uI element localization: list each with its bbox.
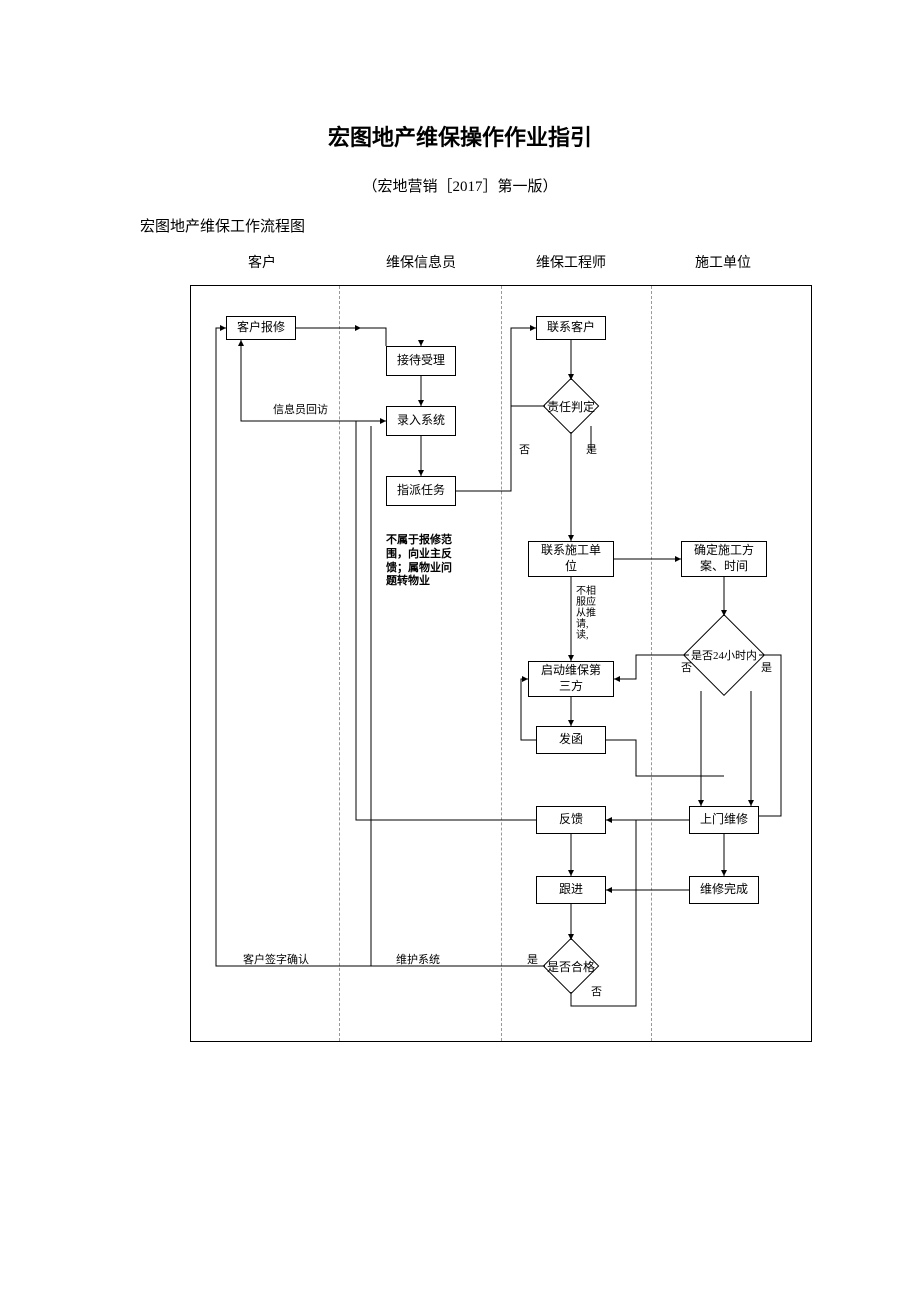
- edge-label-refuse: 不相 服应 从推 请, 读,: [576, 586, 602, 641]
- node-send-letter: 发函: [536, 726, 606, 754]
- node-qualified: 是否合格: [551, 946, 591, 986]
- edge-label-out-of-scope: 不属于报修范 围，向业主反 馈；属物业问 题转物业: [386, 534, 476, 589]
- node-report: 客户报修: [226, 316, 296, 340]
- page-title: 宏图地产维保操作作业指引: [0, 120, 920, 152]
- edge-label-24h-no: 否: [681, 662, 692, 676]
- edge-label-callback: 信息员回访: [273, 404, 328, 418]
- node-responsibility-label: 责任判定: [539, 386, 603, 426]
- node-contact-unit: 联系施工单 位: [528, 541, 614, 577]
- lane-header-customer: 客户: [248, 252, 276, 272]
- lane-header-contractor: 施工单位: [695, 252, 751, 272]
- edge-label-maintain-sys: 维护系统: [396, 954, 440, 968]
- lane-header-engineer: 维保工程师: [536, 252, 606, 272]
- edge-label-no: 否: [519, 444, 530, 458]
- node-enter: 录入系统: [386, 406, 456, 436]
- lane-separator: [651, 286, 652, 1041]
- document-page: 宏图地产维保操作作业指引 （宏地营销［2017］第一版） 宏图地产维保工作流程图…: [0, 0, 920, 1301]
- node-visit: 上门维修: [689, 806, 759, 834]
- flowchart-canvas: 客户报修 接待受理 录入系统 指派任务 联系客户 联系施工单 位 启动维保第 三…: [190, 285, 812, 1042]
- edge-label-customer-sign: 客户签字确认: [243, 954, 309, 968]
- node-feedback: 反馈: [536, 806, 606, 834]
- node-plan: 确定施工方 案、时间: [681, 541, 767, 577]
- edge-label-24h-yes: 是: [761, 662, 772, 676]
- lane-separator: [339, 286, 340, 1041]
- lane-separator: [501, 286, 502, 1041]
- node-assign: 指派任务: [386, 476, 456, 506]
- lane-header-info: 维保信息员: [386, 252, 456, 272]
- node-responsibility: 责任判定: [551, 386, 591, 426]
- node-accept: 接待受理: [386, 346, 456, 376]
- node-qualified-label: 是否合格: [539, 946, 603, 986]
- node-third-party: 启动维保第 三方: [528, 661, 614, 697]
- node-contact-customer: 联系客户: [536, 316, 606, 340]
- edge-label-yes: 是: [586, 444, 597, 458]
- node-done: 维修完成: [689, 876, 759, 904]
- section-heading: 宏图地产维保工作流程图: [140, 215, 305, 236]
- edge-label-qualified-yes: 是: [527, 954, 538, 968]
- edge-label-qualified-no: 否: [591, 986, 602, 1000]
- page-subtitle: （宏地营销［2017］第一版）: [0, 175, 920, 196]
- node-follow: 跟进: [536, 876, 606, 904]
- node-in24h: 是否24小时内: [695, 626, 753, 684]
